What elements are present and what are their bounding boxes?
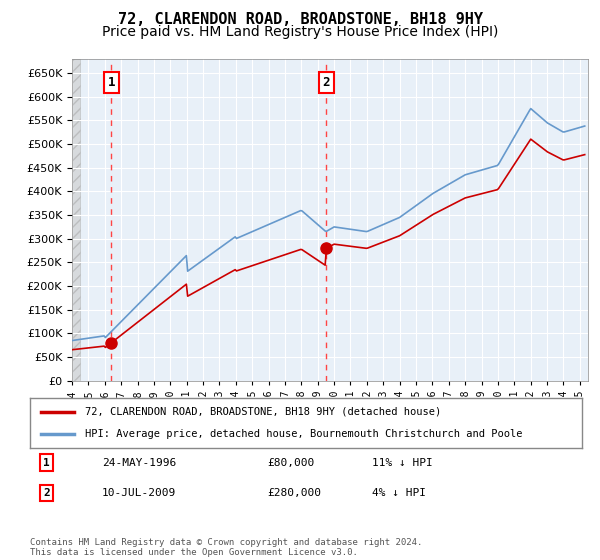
Text: 72, CLARENDON ROAD, BROADSTONE, BH18 9HY (detached house): 72, CLARENDON ROAD, BROADSTONE, BH18 9HY…	[85, 407, 442, 417]
Text: 24-MAY-1996: 24-MAY-1996	[102, 458, 176, 468]
Text: 2: 2	[43, 488, 50, 498]
Text: 4% ↓ HPI: 4% ↓ HPI	[372, 488, 426, 498]
Bar	[72, 59, 80, 381]
Text: 1: 1	[43, 458, 50, 468]
Text: £280,000: £280,000	[268, 488, 322, 498]
Text: 2: 2	[322, 76, 330, 89]
Text: 11% ↓ HPI: 11% ↓ HPI	[372, 458, 433, 468]
Text: 10-JUL-2009: 10-JUL-2009	[102, 488, 176, 498]
Text: 72, CLARENDON ROAD, BROADSTONE, BH18 9HY: 72, CLARENDON ROAD, BROADSTONE, BH18 9HY	[118, 12, 482, 27]
Text: Contains HM Land Registry data © Crown copyright and database right 2024.
This d: Contains HM Land Registry data © Crown c…	[30, 538, 422, 557]
Text: 1: 1	[107, 76, 115, 89]
Text: £80,000: £80,000	[268, 458, 314, 468]
Text: HPI: Average price, detached house, Bournemouth Christchurch and Poole: HPI: Average price, detached house, Bour…	[85, 429, 523, 439]
Text: Price paid vs. HM Land Registry's House Price Index (HPI): Price paid vs. HM Land Registry's House …	[102, 25, 498, 39]
